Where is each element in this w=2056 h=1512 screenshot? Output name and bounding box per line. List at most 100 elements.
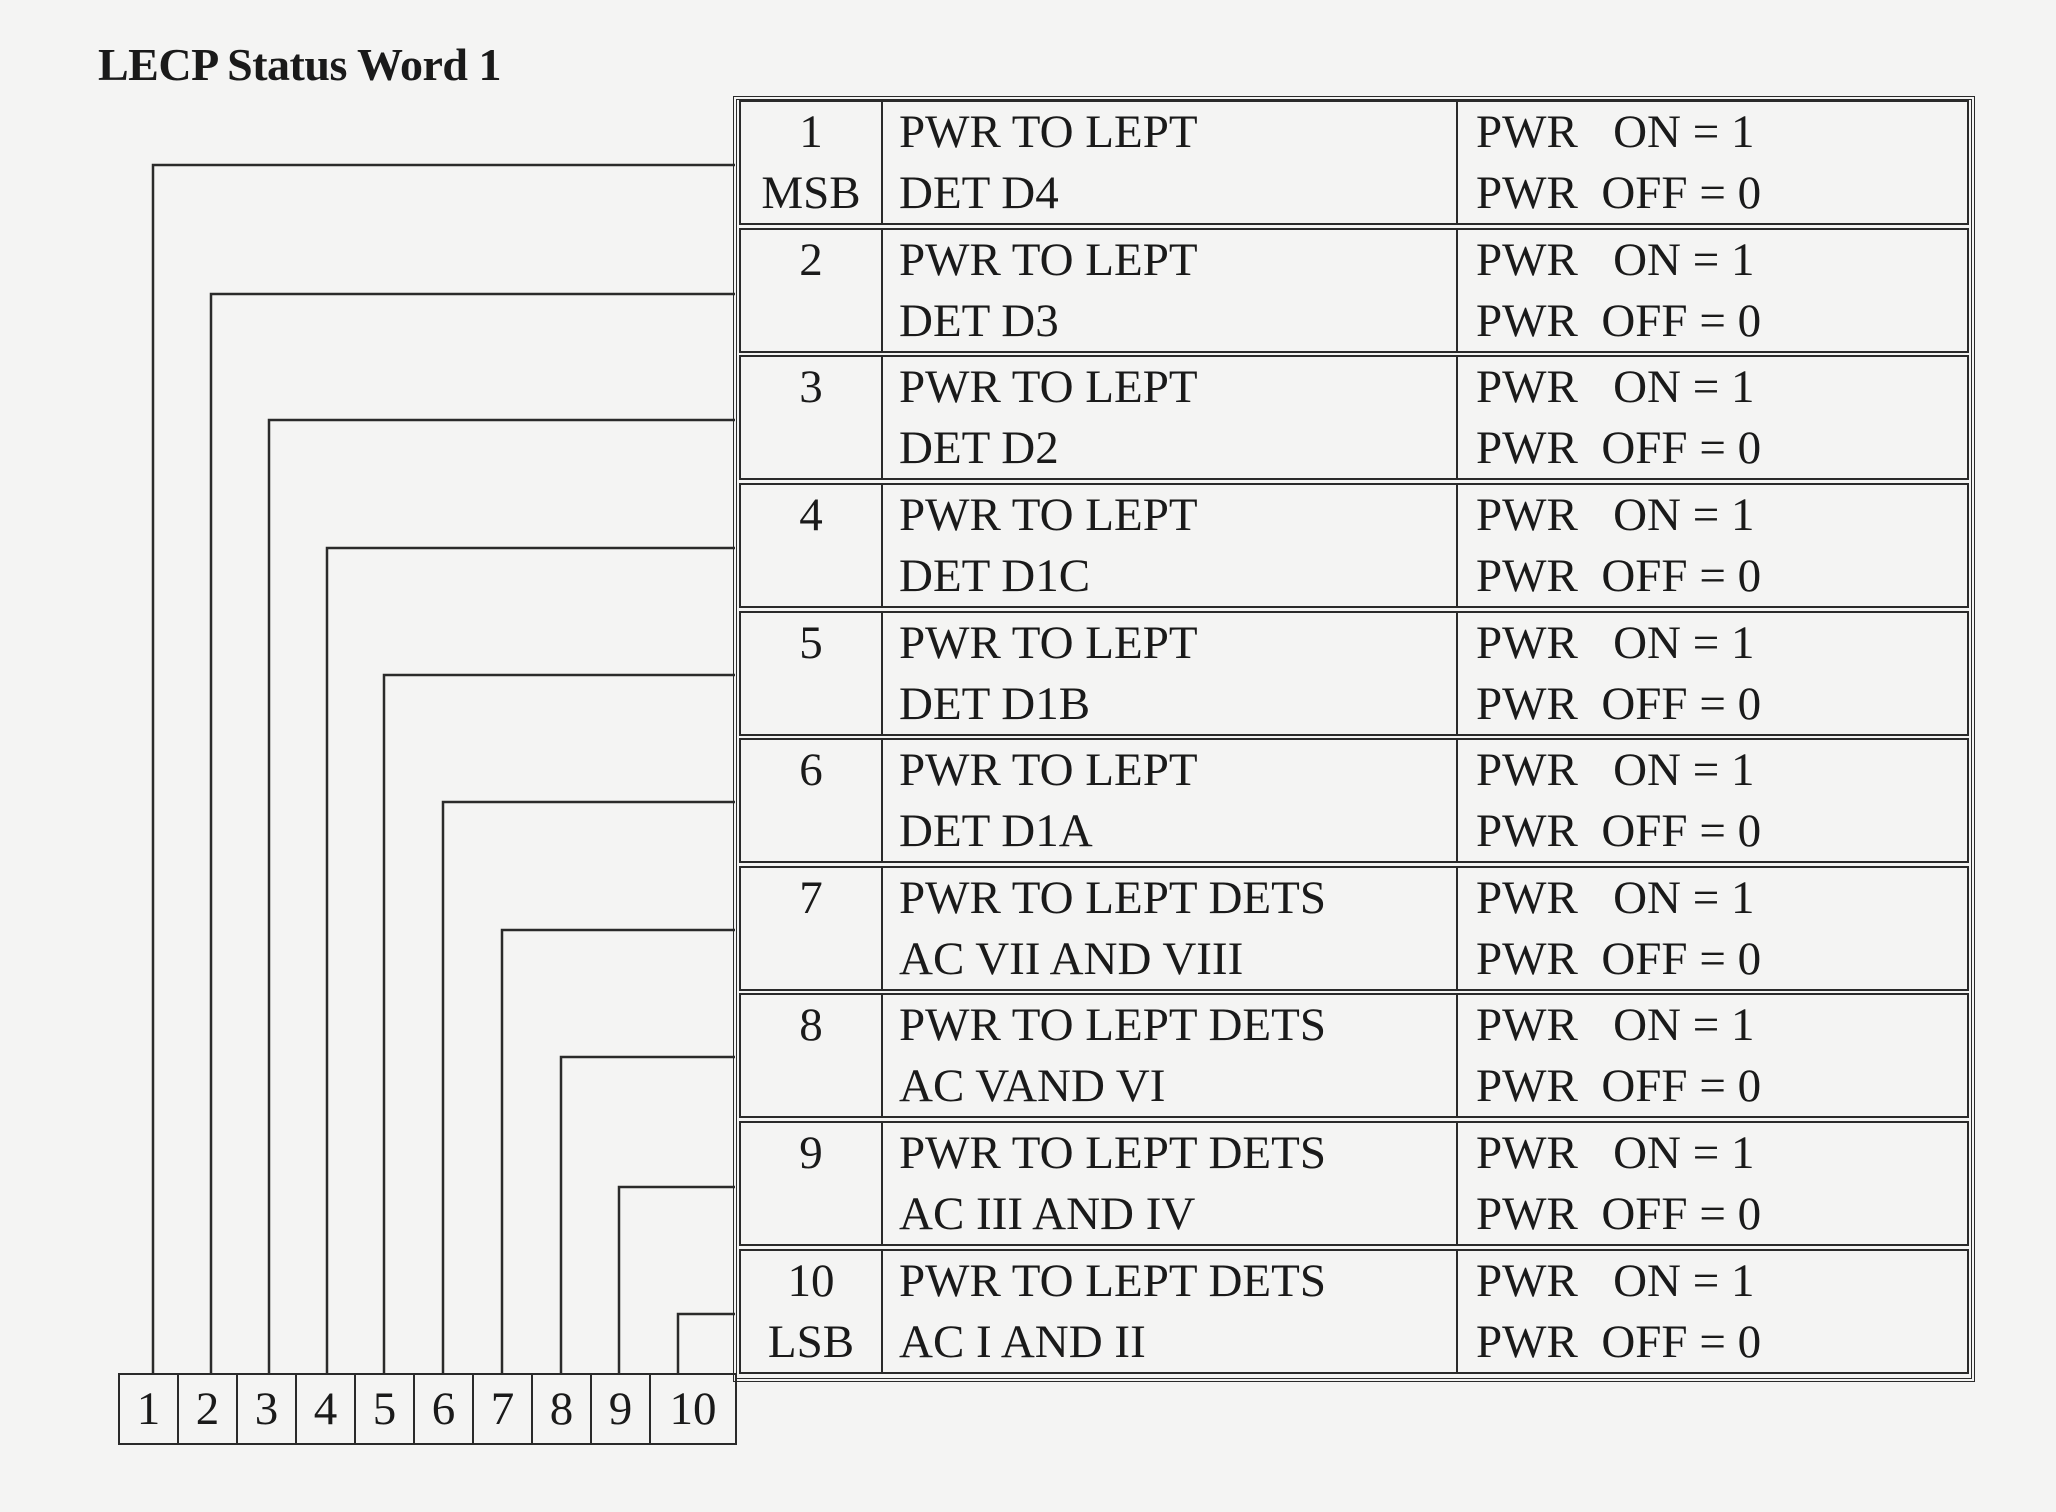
off-value: PWR OFF = 0 bbox=[1476, 167, 1762, 219]
description-line-2: DET D2 bbox=[899, 422, 1059, 474]
description-line-1: PWR TO LEPT DETS bbox=[899, 872, 1326, 924]
bit-number-cell: 1 MSB bbox=[741, 102, 883, 223]
description-line-1: PWR TO LEPT DETS bbox=[899, 999, 1326, 1051]
value-cell: PWR ON = 1 PWR OFF = 0 bbox=[1460, 1123, 1967, 1244]
bit-box: 9 bbox=[592, 1375, 651, 1443]
off-value: PWR OFF = 0 bbox=[1476, 295, 1762, 347]
bit-number: 9 bbox=[799, 1127, 823, 1179]
on-value: PWR ON = 1 bbox=[1476, 106, 1755, 158]
bit-number: 10 bbox=[787, 1255, 835, 1307]
bit-number: 6 bbox=[799, 744, 823, 796]
table-row: 7 PWR TO LEPT DETS AC VII AND VIII PWR ON =… bbox=[739, 866, 1969, 991]
table-row: 9 PWR TO LEPT DETS AC III AND IV PWR ON = 1… bbox=[739, 1121, 1969, 1246]
bit-number-cell: 5 bbox=[741, 613, 883, 734]
description-cell: PWR TO LEPT DETS AC VII AND VIII bbox=[883, 868, 1458, 989]
bit-number-cell: 8 bbox=[741, 995, 883, 1116]
connector-line bbox=[382, 673, 735, 1373]
bit-tag bbox=[741, 418, 881, 479]
bit-tag: LSB bbox=[767, 1316, 855, 1368]
off-value: PWR OFF = 0 bbox=[1476, 933, 1762, 985]
bit-box: 10 bbox=[669, 1383, 717, 1435]
description-cell: PWR TO LEPT DETS AC VAND VI bbox=[883, 995, 1458, 1116]
description-line-1: PWR TO LEPT bbox=[899, 489, 1198, 541]
description-cell: PWR TO LEPT DET D1B bbox=[883, 613, 1458, 734]
value-cell: PWR ON = 1 PWR OFF = 0 bbox=[1460, 102, 1967, 223]
on-value: PWR ON = 1 bbox=[1476, 999, 1755, 1051]
description-line-2: DET D1B bbox=[899, 678, 1091, 730]
connector-line bbox=[325, 546, 735, 1373]
off-value: PWR OFF = 0 bbox=[1476, 422, 1762, 474]
connector-line bbox=[559, 1055, 735, 1373]
table-row: 6 PWR TO LEPT DET D1A PWR ON = 1 PWR OFF = 0 bbox=[739, 738, 1969, 863]
off-value: PWR OFF = 0 bbox=[1476, 1060, 1762, 1112]
description-line-2: DET D1A bbox=[899, 805, 1093, 857]
bit-tag bbox=[741, 801, 881, 862]
table-row: 1 MSB PWR TO LEPT DET D4 PWR ON = 1 PWR OFF =… bbox=[739, 100, 1969, 225]
bit-box: 1 bbox=[120, 1375, 179, 1443]
on-value: PWR ON = 1 bbox=[1476, 489, 1755, 541]
bit-tag bbox=[741, 674, 881, 735]
on-value: PWR ON = 1 bbox=[1476, 872, 1755, 924]
value-cell: PWR ON = 1 PWR OFF = 0 bbox=[1460, 485, 1967, 606]
connector-line bbox=[617, 1185, 735, 1373]
bit-number-cell: 3 bbox=[741, 357, 883, 478]
connector-line bbox=[151, 163, 735, 1373]
bit-tag bbox=[741, 1184, 881, 1245]
description-line-2: DET D4 bbox=[899, 167, 1059, 219]
status-table bbox=[733, 96, 1975, 1382]
table-row: 5 PWR TO LEPT DET D1B PWR ON = 1 PWR OFF = 0 bbox=[739, 611, 1969, 736]
on-value: PWR ON = 1 bbox=[1476, 617, 1755, 669]
bit-number: 3 bbox=[799, 361, 823, 413]
connector-line bbox=[209, 292, 735, 1373]
description-line-1: PWR TO LEPT DETS bbox=[899, 1255, 1326, 1307]
connector-line bbox=[676, 1312, 735, 1373]
off-value: PWR OFF = 0 bbox=[1476, 805, 1762, 857]
bit-box-strip: 1 2 3 4 5 6 7 8 9 10 bbox=[118, 1373, 737, 1445]
description-line-1: PWR TO LEPT bbox=[899, 106, 1198, 158]
description-line-1: PWR TO LEPT DETS bbox=[899, 1127, 1326, 1179]
value-cell: PWR ON = 1 PWR OFF = 0 bbox=[1460, 868, 1967, 989]
connector-line bbox=[500, 928, 735, 1373]
value-cell: PWR ON = 1 PWR OFF = 0 bbox=[1460, 995, 1967, 1116]
on-value: PWR ON = 1 bbox=[1476, 744, 1755, 796]
off-value: PWR OFF = 0 bbox=[1476, 678, 1762, 730]
bit-number: 5 bbox=[799, 617, 823, 669]
description-line-1: PWR TO LEPT bbox=[899, 617, 1198, 669]
bit-number-cell: 10 LSB bbox=[741, 1251, 883, 1372]
description-cell: PWR TO LEPT DET D1A bbox=[883, 740, 1458, 861]
description-cell: PWR TO LEPT DET D3 bbox=[883, 230, 1458, 351]
value-cell: PWR ON = 1 PWR OFF = 0 bbox=[1460, 613, 1967, 734]
bit-box: 3 bbox=[238, 1375, 297, 1443]
bit-box: 2 bbox=[179, 1375, 238, 1443]
value-cell: PWR ON = 1 PWR OFF = 0 bbox=[1460, 230, 1967, 351]
bit-number: 1 bbox=[799, 106, 823, 158]
bit-tag bbox=[741, 291, 881, 352]
bit-tag bbox=[741, 546, 881, 607]
description-line-1: PWR TO LEPT bbox=[899, 361, 1198, 413]
on-value: PWR ON = 1 bbox=[1476, 1127, 1755, 1179]
on-value: PWR ON = 1 bbox=[1476, 1255, 1755, 1307]
description-cell: PWR TO LEPT DET D1C bbox=[883, 485, 1458, 606]
table-row: 10 LSB PWR TO LEPT DETS AC I AND II PWR ON =… bbox=[739, 1249, 1969, 1374]
bit-box: 8 bbox=[533, 1375, 592, 1443]
off-value: PWR OFF = 0 bbox=[1476, 1316, 1762, 1368]
off-value: PWR OFF = 0 bbox=[1476, 1188, 1762, 1240]
description-cell: PWR TO LEPT DET D2 bbox=[883, 357, 1458, 478]
bit-number-cell: 7 bbox=[741, 868, 883, 989]
bit-number-cell: 6 bbox=[741, 740, 883, 861]
on-value: PWR ON = 1 bbox=[1476, 361, 1755, 413]
description-line-1: PWR TO LEPT bbox=[899, 234, 1198, 286]
description-line-1: PWR TO LEPT bbox=[899, 744, 1198, 796]
description-line-2: AC VAND VI bbox=[899, 1060, 1166, 1112]
table-row: 4 PWR TO LEPT DET D1C PWR ON = 1 PWR OFF = 0 bbox=[739, 483, 1969, 608]
value-cell: PWR ON = 1 PWR OFF = 0 bbox=[1460, 740, 1967, 861]
description-line-2: DET D1C bbox=[899, 550, 1091, 602]
connector-line bbox=[267, 418, 735, 1373]
value-cell: PWR ON = 1 PWR OFF = 0 bbox=[1460, 1251, 1967, 1372]
bit-tag bbox=[741, 929, 881, 990]
diagram-title: LECP Status Word 1 bbox=[98, 39, 501, 90]
off-value: PWR OFF = 0 bbox=[1476, 550, 1762, 602]
bit-number-cell: 9 bbox=[741, 1123, 883, 1244]
description-line-2: DET D3 bbox=[899, 295, 1059, 347]
table-row: 8 PWR TO LEPT DETS AC VAND VI PWR ON = 1 PWR… bbox=[739, 993, 1969, 1118]
